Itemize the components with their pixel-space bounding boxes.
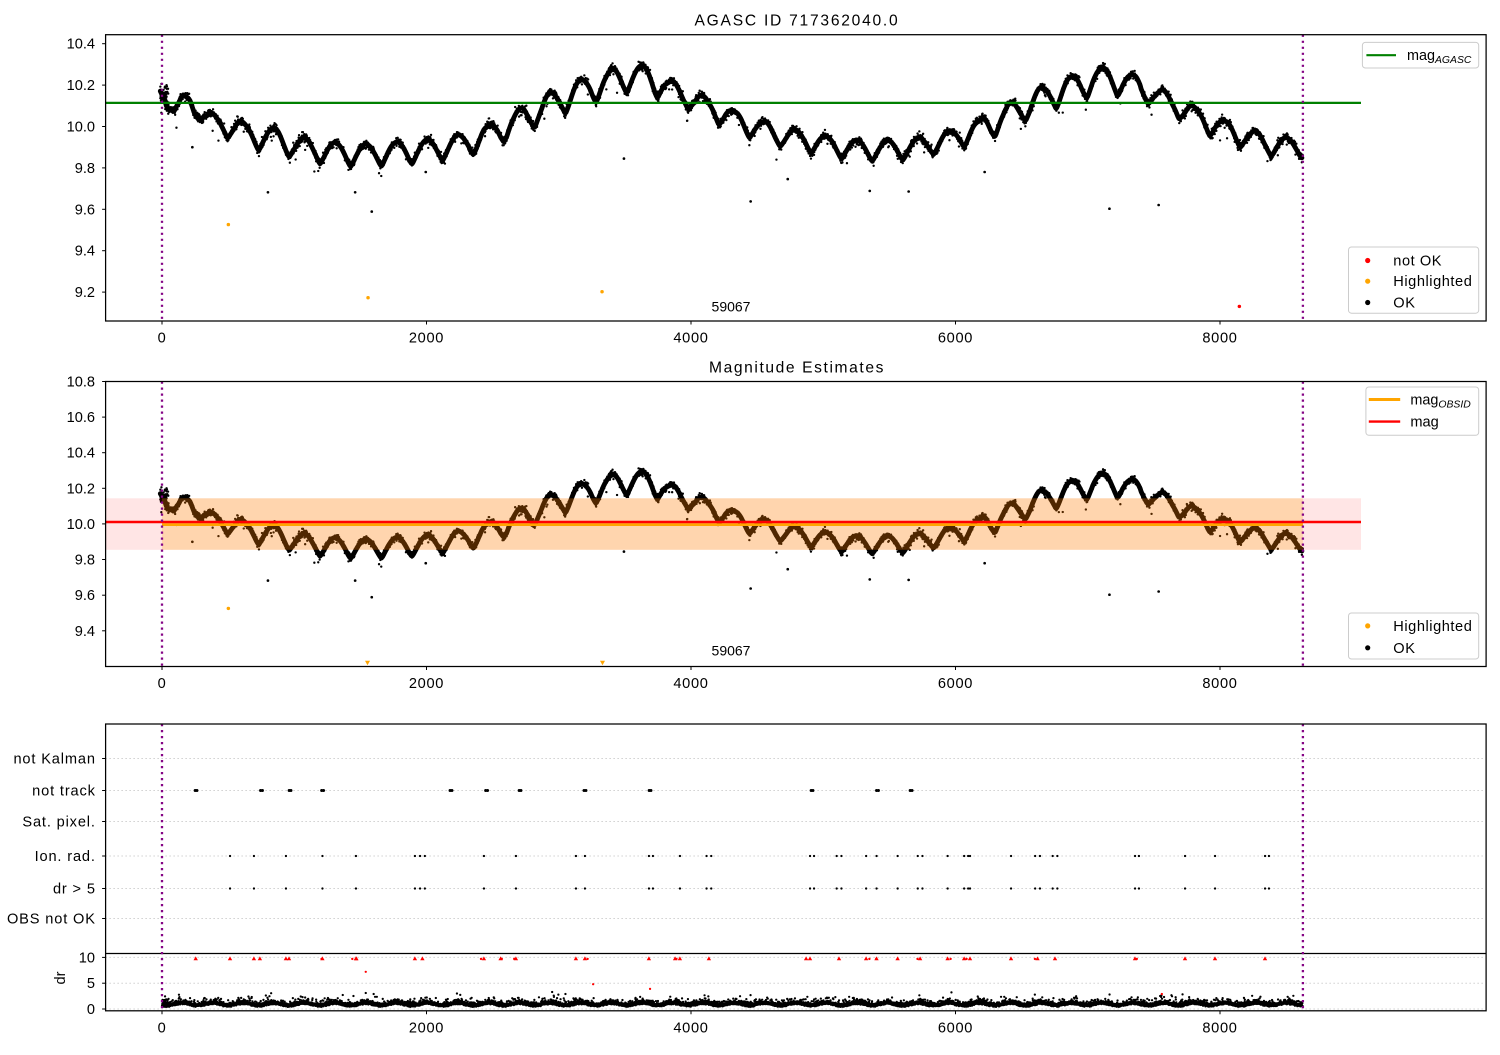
svg-text:4000: 4000 bbox=[673, 1020, 708, 1036]
svg-text:10.2: 10.2 bbox=[67, 78, 95, 94]
svg-text:not Kalman: not Kalman bbox=[13, 752, 95, 768]
svg-text:dr: dr bbox=[53, 971, 69, 984]
svg-text:10.4: 10.4 bbox=[67, 37, 95, 53]
svg-text:9.8: 9.8 bbox=[75, 161, 95, 177]
svg-text:Ion. rad.: Ion. rad. bbox=[35, 849, 96, 865]
svg-text:OBS not OK: OBS not OK bbox=[7, 912, 96, 928]
svg-text:59067: 59067 bbox=[712, 299, 751, 315]
svg-text:9.2: 9.2 bbox=[75, 285, 95, 301]
svg-text:4000: 4000 bbox=[673, 676, 708, 692]
svg-text:4000: 4000 bbox=[673, 331, 708, 347]
svg-text:5: 5 bbox=[87, 976, 95, 992]
svg-text:9.8: 9.8 bbox=[75, 553, 95, 569]
svg-text:9.4: 9.4 bbox=[75, 244, 95, 260]
svg-text:Highlighted: Highlighted bbox=[1393, 619, 1472, 635]
svg-text:2000: 2000 bbox=[409, 1020, 444, 1036]
svg-text:OK: OK bbox=[1393, 296, 1415, 312]
svg-text:2000: 2000 bbox=[409, 331, 444, 347]
svg-text:10.0: 10.0 bbox=[67, 517, 95, 533]
svg-text:dr > 5: dr > 5 bbox=[53, 882, 96, 898]
svg-text:10.4: 10.4 bbox=[67, 446, 95, 462]
svg-text:0: 0 bbox=[158, 331, 167, 347]
svg-text:Magnitude Estimates: Magnitude Estimates bbox=[709, 360, 885, 377]
svg-text:10.8: 10.8 bbox=[67, 375, 95, 391]
svg-text:8000: 8000 bbox=[1202, 1020, 1237, 1036]
svg-text:9.4: 9.4 bbox=[75, 624, 95, 640]
svg-text:8000: 8000 bbox=[1202, 676, 1237, 692]
svg-text:OK: OK bbox=[1393, 641, 1415, 657]
svg-text:10.6: 10.6 bbox=[67, 410, 95, 426]
svg-text:9.6: 9.6 bbox=[75, 202, 95, 218]
svg-text:0: 0 bbox=[158, 676, 167, 692]
svg-text:0: 0 bbox=[87, 1002, 95, 1018]
svg-text:10.2: 10.2 bbox=[67, 481, 95, 497]
svg-text:Highlighted: Highlighted bbox=[1393, 274, 1472, 290]
svg-text:10.0: 10.0 bbox=[67, 120, 95, 136]
svg-text:10: 10 bbox=[79, 950, 95, 966]
svg-text:59067: 59067 bbox=[712, 643, 751, 659]
svg-text:6000: 6000 bbox=[938, 331, 973, 347]
svg-text:6000: 6000 bbox=[938, 1020, 973, 1036]
svg-text:Sat. pixel.: Sat. pixel. bbox=[22, 815, 95, 831]
svg-text:2000: 2000 bbox=[409, 676, 444, 692]
svg-text:mag: mag bbox=[1410, 415, 1438, 431]
svg-text:9.6: 9.6 bbox=[75, 588, 95, 604]
svg-text:6000: 6000 bbox=[938, 676, 973, 692]
svg-text:8000: 8000 bbox=[1202, 331, 1237, 347]
svg-text:not OK: not OK bbox=[1393, 254, 1442, 270]
svg-text:0: 0 bbox=[158, 1020, 167, 1036]
svg-text:not track: not track bbox=[32, 784, 96, 800]
svg-text:AGASC ID 717362040.0: AGASC ID 717362040.0 bbox=[695, 13, 900, 30]
